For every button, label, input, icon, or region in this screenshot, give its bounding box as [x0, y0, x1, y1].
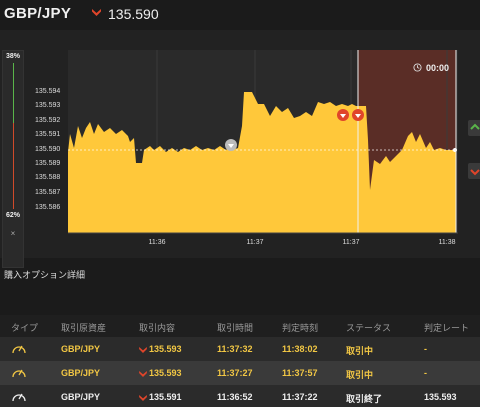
- sentiment-gauge: 38% 62% ×: [2, 50, 24, 268]
- cell-rate: -: [424, 344, 427, 354]
- down-arrow-icon: [139, 346, 147, 353]
- y-tick: 135.590: [35, 146, 60, 153]
- price-area: [68, 92, 456, 233]
- cell-content: 135.591: [139, 392, 182, 402]
- down-arrow-icon: [470, 169, 480, 176]
- y-tick: 135.588: [35, 174, 60, 181]
- cell-status: 取引中: [346, 346, 374, 356]
- x-tick: 11:37: [343, 239, 360, 246]
- gauge-type-icon: [12, 369, 26, 378]
- cell-asset: GBP/JPY: [61, 392, 101, 402]
- y-tick: 135.591: [35, 131, 60, 138]
- expiry-countdown: 00:00: [426, 63, 450, 73]
- cell-content-value: 135.593: [149, 344, 182, 354]
- table-row[interactable]: GBP/JPY 135.593 11:37:27 11:37:57 取引中 -: [0, 361, 480, 385]
- col-header-judge: 判定時刻: [282, 323, 319, 333]
- currency-pair-title: GBP/JPY: [4, 5, 72, 22]
- cell-content-value: 135.593: [149, 368, 182, 378]
- y-tick: 135.589: [35, 160, 60, 167]
- cell-content: 135.593: [139, 368, 182, 378]
- y-tick: 135.586: [35, 204, 60, 211]
- col-header-time: 取引時間: [217, 323, 254, 333]
- col-header-type: タイプ: [11, 323, 39, 333]
- purchase-options-table: タイプ 取引原資産 取引内容 取引時間 判定時刻 ステータス 判定レート GBP…: [0, 315, 480, 407]
- gauge-type-icon: [12, 393, 26, 402]
- cell-judge: 11:38:02: [282, 344, 318, 354]
- table-row[interactable]: GBP/JPY 135.591 11:36:52 11:37:22 取引終了 1…: [0, 385, 480, 407]
- gauge-top-percent: 38%: [5, 53, 20, 60]
- table-header: タイプ 取引原資産 取引内容 取引時間 判定時刻 ステータス 判定レート: [0, 315, 480, 337]
- col-header-asset: 取引原資産: [61, 323, 107, 333]
- table-row[interactable]: GBP/JPY 135.593 11:37:32 11:38:02 取引中 -: [0, 337, 480, 361]
- cell-asset: GBP/JPY: [61, 344, 101, 354]
- x-tick: 11:37: [247, 239, 264, 246]
- col-header-content: 取引内容: [139, 323, 176, 333]
- section-title: 購入オプション詳細: [4, 270, 86, 280]
- entry-marker-red-2: [352, 109, 364, 121]
- gauge-bottom-percent: 62%: [5, 212, 20, 219]
- cell-time: 11:36:52: [217, 392, 253, 402]
- y-tick: 135.587: [35, 189, 60, 196]
- cell-judge: 11:37:22: [282, 392, 318, 402]
- entry-marker-grey: [225, 139, 237, 151]
- current-price: 135.590: [108, 6, 159, 22]
- col-header-rate: 判定レート: [424, 323, 470, 333]
- cell-judge: 11:37:57: [282, 368, 318, 378]
- cell-status: 取引終了: [346, 394, 383, 404]
- entry-marker-red-1: [337, 109, 349, 121]
- y-tick: 135.593: [35, 102, 60, 109]
- up-arrow-icon: [470, 123, 480, 130]
- clock-icon: [413, 63, 422, 72]
- low-button[interactable]: [468, 163, 480, 179]
- x-tick: 11:36: [149, 239, 166, 246]
- cell-content-value: 135.591: [149, 392, 182, 402]
- price-chart[interactable]: 135.594 135.593 135.592 135.591 135.590 …: [0, 30, 480, 258]
- cell-rate: 135.593: [424, 392, 457, 402]
- gauge-high-bar: [13, 63, 14, 123]
- x-tick: 11:38: [439, 239, 456, 246]
- high-button[interactable]: [468, 120, 480, 136]
- cell-time: 11:37:32: [217, 344, 253, 354]
- down-arrow-icon: [139, 370, 147, 377]
- y-tick: 135.594: [35, 88, 60, 95]
- down-arrow-icon: [139, 394, 147, 401]
- gauge-low-bar: [13, 123, 14, 209]
- gauge-close-icon[interactable]: ×: [10, 229, 16, 238]
- cell-content: 135.593: [139, 344, 182, 354]
- cell-status: 取引中: [346, 370, 374, 380]
- gauge-type-icon: [12, 345, 26, 354]
- price-chart-panel[interactable]: 135.594 135.593 135.592 135.591 135.590 …: [0, 30, 480, 268]
- cell-rate: -: [424, 368, 427, 378]
- down-arrow-icon: [92, 9, 101, 16]
- cell-asset: GBP/JPY: [61, 368, 101, 378]
- cell-time: 11:37:27: [217, 368, 253, 378]
- header-bar: GBP/JPY 135.590: [0, 0, 480, 30]
- y-tick: 135.592: [35, 117, 60, 124]
- col-header-status: ステータス: [346, 323, 392, 333]
